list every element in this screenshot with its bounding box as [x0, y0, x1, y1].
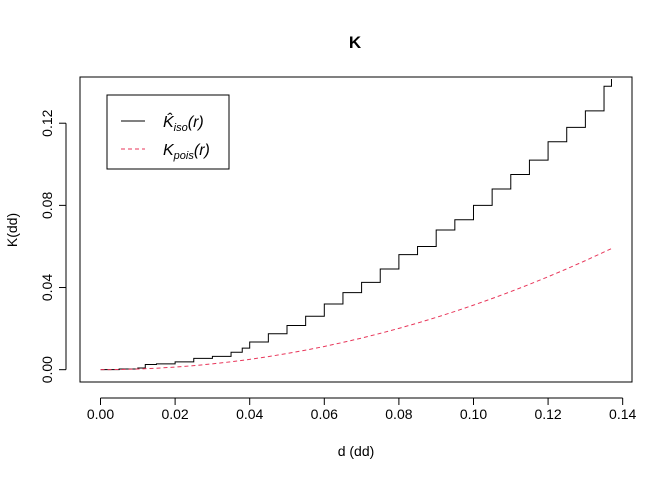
y-tick-label: 0.00 — [39, 356, 55, 383]
y-axis-label: K(dd) — [4, 213, 20, 247]
legend-kpois-main: K — [163, 142, 175, 159]
y-tick-label: 0.04 — [39, 274, 55, 301]
y-tick-label: 0.12 — [39, 109, 55, 136]
legend-label-kiso: K̂iso(r) — [163, 111, 204, 134]
x-tick-label: 0.12 — [534, 406, 561, 422]
x-tick-label: 0.14 — [609, 406, 636, 422]
plot-frame — [79, 76, 633, 383]
legend-kiso-sub: iso — [174, 122, 188, 134]
legend: K̂iso(r) Kpois(r) — [106, 94, 230, 170]
x-tick-label: 0.08 — [385, 406, 412, 422]
x-tick-label: 0.00 — [87, 406, 114, 422]
x-tick-label: 0.10 — [460, 406, 487, 422]
y-tick-label: 0.08 — [39, 192, 55, 219]
x-tick-label: 0.02 — [161, 406, 188, 422]
legend-kpois-sub: pois — [173, 150, 195, 162]
plot-area — [100, 79, 612, 371]
legend-kiso-main: K̂ — [163, 111, 175, 131]
y-axis: 0.00 0.04 0.08 0.12 — [39, 109, 67, 383]
x-tick-label: 0.06 — [311, 406, 338, 422]
series-line-kiso — [100, 79, 612, 371]
series-line-kpois — [100, 248, 612, 371]
legend-box — [106, 94, 230, 170]
legend-label-kpois: Kpois(r) — [163, 142, 210, 162]
x-axis-label: d (dd) — [338, 443, 375, 459]
legend-kiso-arg: (r) — [188, 114, 204, 131]
chart-title: K — [349, 33, 362, 52]
legend-kpois-arg: (r) — [194, 142, 210, 159]
x-axis: 0.00 0.02 0.04 0.06 0.08 0.10 0.12 0.14 — [87, 397, 637, 422]
x-tick-label: 0.04 — [236, 406, 263, 422]
